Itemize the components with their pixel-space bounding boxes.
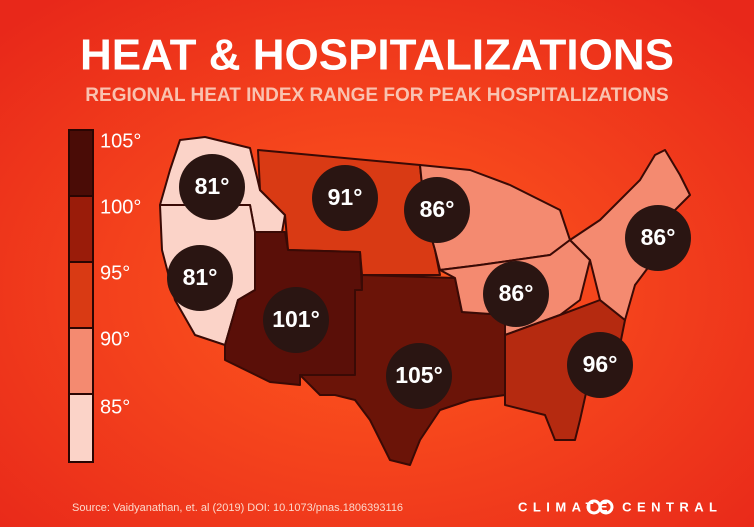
label-badge [386,343,452,409]
legend-swatch [68,261,94,329]
region-label: 105° [395,362,443,388]
region-label: 96° [583,351,618,377]
legend-label: 90° [100,328,130,350]
region-label: 86° [499,280,534,306]
region-label: 86° [641,224,676,250]
region-label: 81° [183,264,218,290]
label-badge [179,154,245,220]
label-badge [263,287,329,353]
legend-swatch [68,393,94,463]
label-badge [567,332,633,398]
legend-swatch [68,129,94,197]
label-badge [167,245,233,311]
label-badge [625,205,691,271]
label-badge [312,165,378,231]
title: HEAT & HOSPITALIZATIONS [80,31,674,80]
logo-mark [598,499,614,515]
region-label: 91° [328,184,363,210]
region-label: 101° [272,306,320,332]
region-labels: 81° 91° 86° 81° 101° 105° 86° 86° 96° [167,154,691,409]
legend-label: 95° [100,262,130,284]
legend-swatch [68,195,94,263]
legend: 105° 100° 95° 90° 85° [68,129,141,463]
legend-label: 85° [100,396,130,418]
legend-label: 100° [100,196,141,218]
source: Source: Vaidyanathan, et. al (2019) DOI:… [72,502,403,514]
region-label: 86° [420,196,455,222]
label-badge [404,177,470,243]
region-label: 81° [195,173,230,199]
subtitle: REGIONAL HEAT INDEX RANGE FOR PEAK HOSPI… [85,85,668,106]
label-badge [483,261,549,327]
legend-label: 105° [100,130,141,152]
legend-swatch [68,327,94,395]
